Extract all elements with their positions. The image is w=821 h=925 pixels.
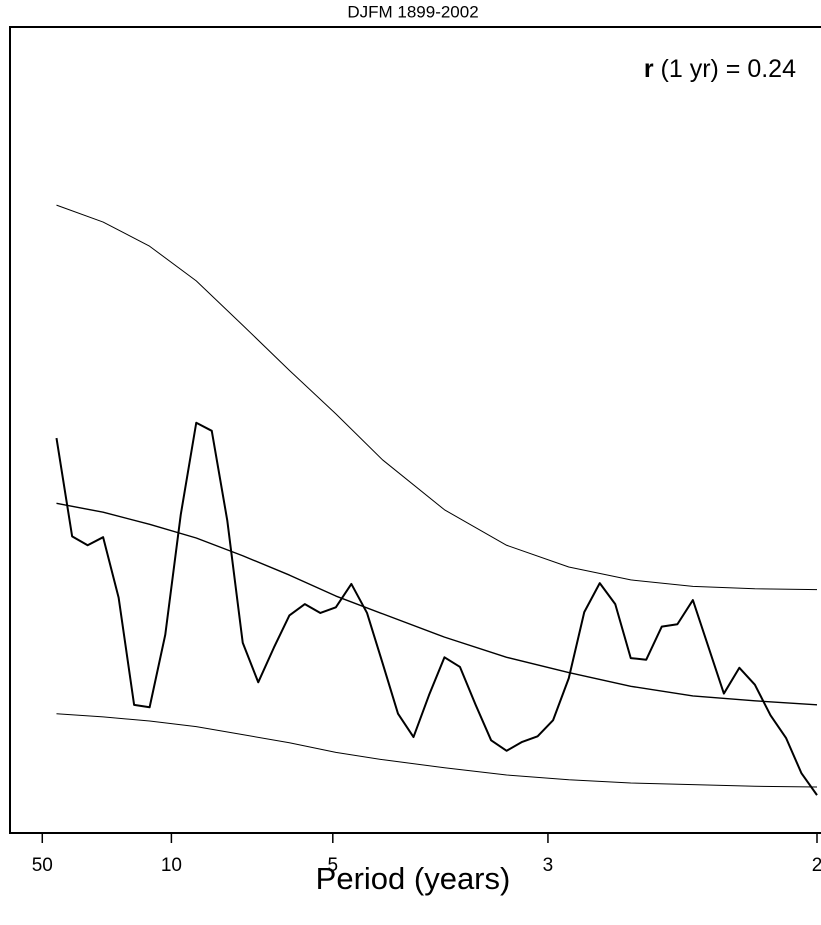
x-axis-label: Period (years) — [316, 861, 511, 896]
spectrum-line — [55, 421, 818, 796]
annotation: r (1 yr) = 0.24 — [644, 55, 796, 83]
x-tick-label: 10 — [161, 855, 182, 876]
spectrum-line — [56, 502, 818, 706]
x-tick-label: 2 — [812, 855, 821, 876]
x-tick-label: 50 — [32, 855, 53, 876]
spectrum-line — [56, 713, 818, 788]
x-tick-label: 5 — [328, 855, 339, 876]
plot-frame — [9, 26, 821, 834]
annotation-text: (1 yr) = 0.24 — [661, 55, 797, 83]
spectrum-line — [56, 204, 818, 591]
annotation-symbol: r — [644, 55, 654, 83]
chart-title: DJFM 1899-2002 — [347, 2, 478, 21]
x-tick-label: 3 — [543, 855, 554, 876]
